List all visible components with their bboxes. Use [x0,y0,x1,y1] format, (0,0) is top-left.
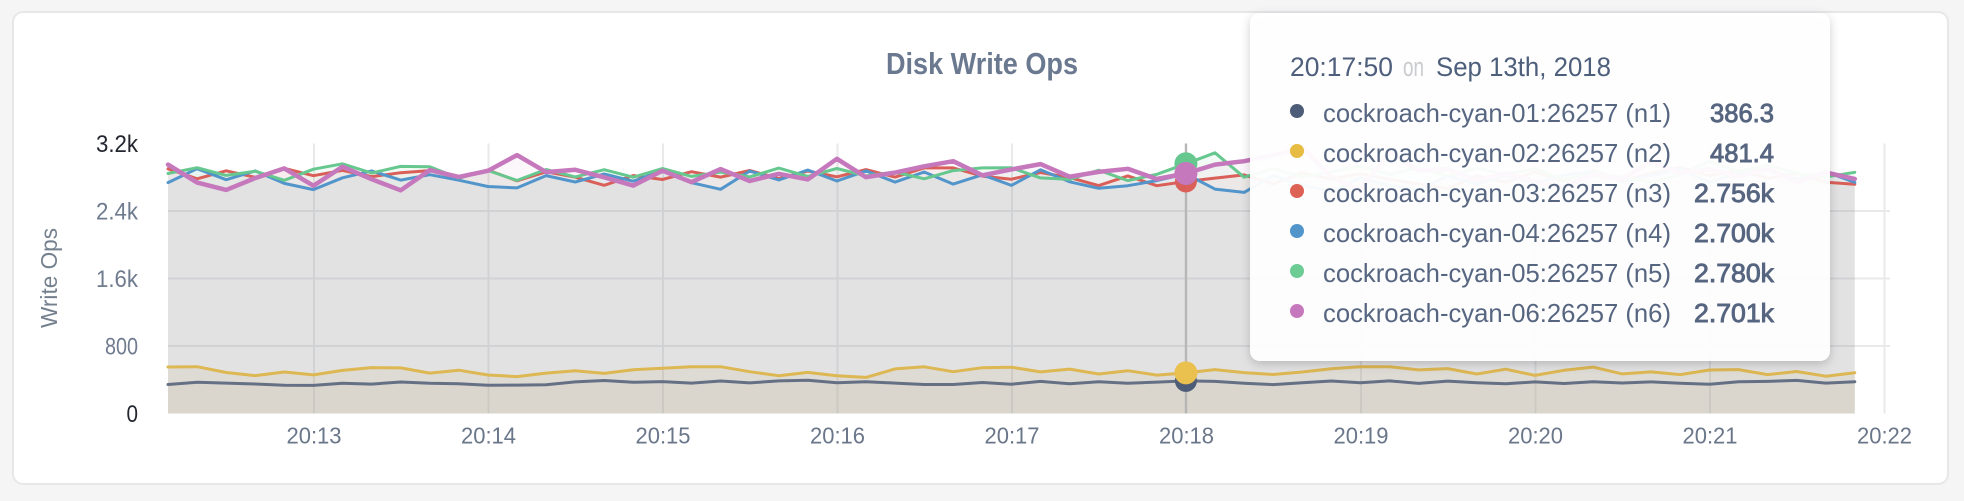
svg-text:800: 800 [105,334,138,361]
svg-text:20:17: 20:17 [985,423,1040,449]
svg-text:20:16: 20:16 [810,423,865,449]
svg-text:20:22: 20:22 [1857,423,1912,449]
svg-text:481.4: 481.4 [1710,138,1774,168]
svg-text:cockroach-cyan-05:26257 (n5): cockroach-cyan-05:26257 (n5) [1323,258,1671,288]
svg-text:cockroach-cyan-02:26257 (n2): cockroach-cyan-02:26257 (n2) [1323,138,1671,168]
svg-text:20:17:50: 20:17:50 [1290,52,1393,82]
svg-text:1.6k: 1.6k [96,266,139,293]
svg-text:cockroach-cyan-04:26257 (n4): cockroach-cyan-04:26257 (n4) [1323,218,1671,248]
svg-text:Disk Write Ops: Disk Write Ops [886,46,1078,81]
svg-text:20:15: 20:15 [636,423,691,449]
svg-text:2.4k: 2.4k [96,199,139,226]
svg-text:20:21: 20:21 [1683,423,1738,449]
svg-text:20:13: 20:13 [287,423,342,449]
svg-text:3.2k: 3.2k [96,131,139,158]
svg-text:20:20: 20:20 [1508,423,1563,449]
svg-text:Sep 13th, 2018: Sep 13th, 2018 [1436,52,1611,82]
svg-text:cockroach-cyan-06:26257 (n6): cockroach-cyan-06:26257 (n6) [1323,298,1671,328]
svg-text:20:18: 20:18 [1159,423,1214,449]
svg-text:0: 0 [127,401,139,428]
svg-text:20:19: 20:19 [1334,423,1389,449]
svg-text:2.701k: 2.701k [1694,298,1775,328]
svg-text:20:14: 20:14 [461,423,516,449]
svg-text:Write Ops: Write Ops [36,228,62,328]
svg-text:2.700k: 2.700k [1694,218,1775,248]
svg-text:386.3: 386.3 [1710,98,1774,128]
svg-text:on: on [1403,52,1424,82]
svg-text:cockroach-cyan-03:26257 (n3): cockroach-cyan-03:26257 (n3) [1323,178,1671,208]
svg-text:cockroach-cyan-01:26257 (n1): cockroach-cyan-01:26257 (n1) [1323,98,1671,128]
svg-text:2.780k: 2.780k [1694,258,1775,288]
svg-text:2.756k: 2.756k [1694,178,1775,208]
